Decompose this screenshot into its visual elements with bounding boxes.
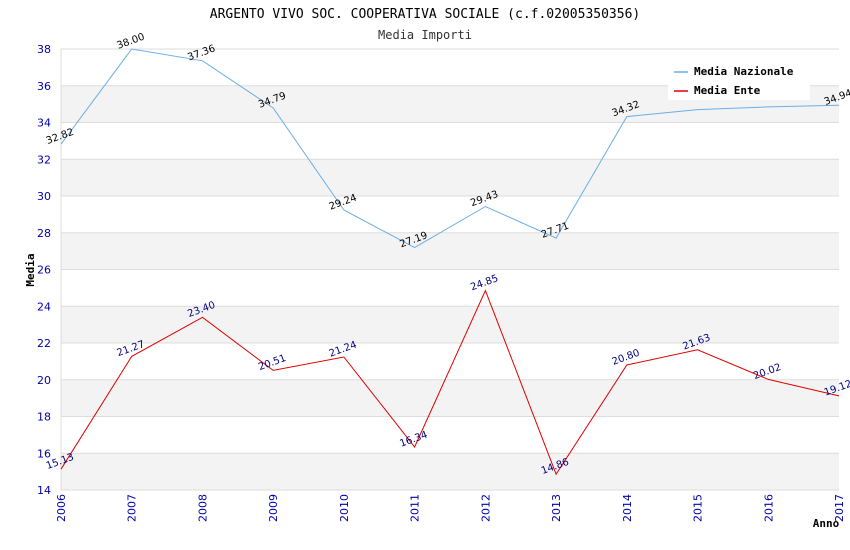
- data-label: 32.82: [45, 127, 76, 147]
- x-tick-label: 2007: [126, 494, 139, 522]
- grid-band: [61, 232, 839, 270]
- chart-title: ARGENTO VIVO SOC. COOPERATIVA SOCIALE (c…: [210, 7, 640, 22]
- y-tick-label: 36: [37, 80, 51, 93]
- legend-label-ente: Media Ente: [694, 84, 761, 97]
- x-tick-label: 2016: [762, 494, 775, 522]
- data-label: 20.80: [611, 348, 642, 368]
- series-lines: [60, 48, 840, 476]
- y-tick-label: 18: [37, 411, 51, 424]
- y-tick-label: 16: [37, 447, 51, 460]
- x-tick-label: 2015: [692, 494, 705, 522]
- y-tick-label: 30: [37, 190, 51, 203]
- x-tick-label: 2010: [338, 494, 351, 522]
- y-tick-label: 28: [37, 227, 51, 240]
- y-tick-label: 34: [37, 117, 51, 130]
- y-axis-ticks: 14 16 18 20 22 24 26 28 30 32 34 36 38: [37, 43, 51, 497]
- x-axis-ticks: 2006 2007 2008 2009 2010 2011 2012 2013 2014 2015…: [55, 494, 846, 522]
- x-tick-label: 2012: [479, 494, 492, 522]
- y-tick-label: 26: [37, 264, 51, 277]
- x-tick-label: 2011: [409, 494, 422, 522]
- legend-label-nazionale: Media Nazionale: [694, 65, 794, 78]
- legend: Media Nazionale Media Ente: [668, 60, 810, 100]
- grid-bands: [61, 85, 839, 490]
- y-tick-label: 22: [37, 337, 51, 350]
- data-label: 24.85: [469, 273, 500, 293]
- y-tick-label: 24: [37, 300, 51, 313]
- grid-lines: [60, 48, 839, 491]
- grid-band: [61, 159, 839, 196]
- series-line-nazionale: [60, 48, 840, 249]
- x-tick-label: 2013: [550, 494, 563, 522]
- x-tick-label: 2017: [833, 494, 846, 522]
- x-tick-label: 2006: [55, 494, 68, 522]
- grid-band: [61, 379, 839, 417]
- y-tick-label: 32: [37, 153, 51, 166]
- y-tick-label: 38: [37, 43, 51, 56]
- y-tick-label: 20: [37, 374, 51, 387]
- grid-band: [61, 453, 839, 490]
- grid-band: [61, 306, 839, 343]
- y-tick-label: 14: [37, 484, 51, 497]
- x-tick-label: 2009: [267, 494, 280, 522]
- legend-box: [668, 60, 810, 100]
- series-line-ente: [60, 289, 840, 476]
- x-tick-label: 2008: [196, 494, 209, 522]
- x-tick-label: 2014: [621, 494, 634, 522]
- chart-subtitle: Media Importi: [378, 28, 472, 42]
- x-axis-label: Anno: [813, 517, 840, 530]
- y-axis-label: Media: [24, 253, 37, 286]
